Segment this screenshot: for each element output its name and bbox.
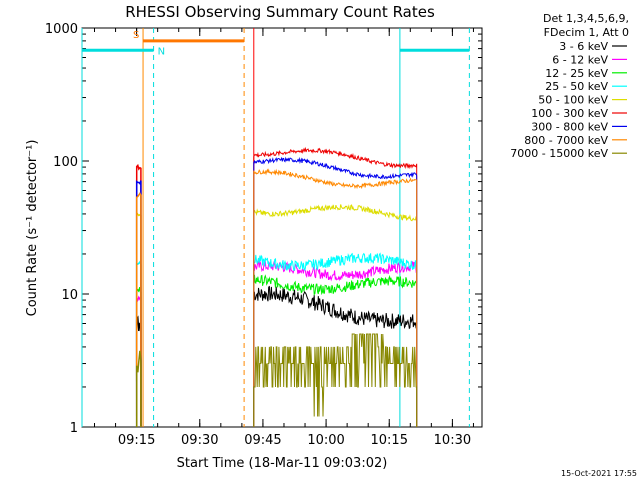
series-line-burst [135, 163, 142, 428]
legend-label: 100 - 300 keV [531, 107, 608, 120]
legend-label: 12 - 25 keV [545, 67, 608, 80]
legend-header: FDecim 1, Att 0 [544, 26, 629, 39]
x-tick-label: 10:15 [371, 433, 408, 448]
x-tick-label: 09:45 [244, 433, 281, 448]
timestamp: 15-Oct-2021 17:55 [561, 469, 637, 478]
x-tick-label: 09:30 [181, 433, 218, 448]
night-label: N [158, 46, 165, 57]
legend-header: Det 1,3,4,5,6,9, [543, 12, 629, 25]
series-line-main [253, 333, 418, 427]
saa-label: S [133, 30, 139, 41]
series-line-main [253, 168, 418, 427]
legend-label: 25 - 50 keV [545, 80, 608, 93]
series-line-burst [135, 180, 142, 428]
y-tick-label: 100 [53, 155, 78, 170]
series-line-main [253, 252, 418, 427]
legend-label: 800 - 7000 keV [524, 134, 608, 147]
legend-label: 7000 - 15000 keV [510, 147, 608, 160]
y-axis-title: Count Rate (s⁻¹ detector⁻¹) [25, 140, 40, 317]
plot-frame [81, 27, 483, 428]
x-tick-label: 09:15 [118, 433, 155, 448]
legend-label: 6 - 12 keV [552, 53, 608, 66]
series-line-main [253, 146, 418, 427]
y-tick-label: 1000 [45, 22, 78, 37]
x-tick-label: 10:30 [434, 433, 471, 448]
series-line-main [253, 156, 418, 427]
legend-label: 50 - 100 keV [538, 94, 608, 107]
series-line-main [253, 204, 418, 427]
x-tick-label: 10:00 [307, 433, 344, 448]
plot-axes: 1 10 100 1000 09:15 09:30 09:45 10:00 10:15 10:30 [45, 22, 483, 448]
chart-title: RHESSI Observing Summary Count Rates [125, 3, 435, 21]
legend-label: 300 - 800 keV [531, 120, 608, 133]
series-line-main [253, 285, 418, 427]
legend-label: 3 - 6 keV [559, 40, 608, 53]
series-line-burst [135, 192, 142, 428]
y-tick-label: 10 [61, 288, 78, 303]
series-line-main [253, 272, 418, 427]
series-line-burst [135, 350, 142, 428]
legend: Det 1,3,4,5,6,9,FDecim 1, Att 03 - 6 keV… [510, 12, 629, 160]
y-tick-label: 1 [70, 421, 78, 436]
series-layer [135, 146, 418, 428]
x-axis-title: Start Time (18-Mar-11 09:03:02) [177, 456, 388, 471]
